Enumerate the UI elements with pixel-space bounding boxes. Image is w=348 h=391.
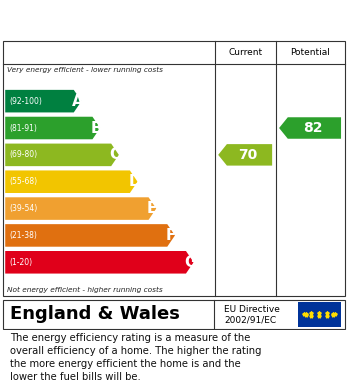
Polygon shape	[218, 144, 272, 166]
Polygon shape	[5, 197, 156, 220]
Bar	[298, 302, 341, 326]
Text: Current: Current	[228, 48, 262, 57]
Text: (39-54): (39-54)	[9, 204, 38, 213]
Text: The energy efficiency rating is a measure of the
overall efficiency of a home. T: The energy efficiency rating is a measur…	[10, 333, 262, 382]
Text: 82: 82	[303, 121, 323, 135]
Text: E: E	[147, 201, 157, 216]
Text: (69-80): (69-80)	[9, 151, 38, 160]
Text: Potential: Potential	[290, 48, 330, 57]
Text: Energy Efficiency Rating: Energy Efficiency Rating	[9, 12, 229, 27]
Text: Very energy efficient - lower running costs: Very energy efficient - lower running co…	[7, 67, 163, 73]
Text: Not energy efficient - higher running costs: Not energy efficient - higher running co…	[7, 287, 163, 293]
Text: F: F	[166, 228, 176, 243]
Text: (55-68): (55-68)	[9, 177, 38, 186]
Text: B: B	[91, 120, 102, 136]
Polygon shape	[5, 170, 137, 193]
Polygon shape	[5, 224, 175, 247]
Polygon shape	[279, 117, 341, 139]
Polygon shape	[5, 143, 119, 166]
Text: D: D	[128, 174, 141, 189]
Text: (1-20): (1-20)	[9, 258, 32, 267]
Text: EU Directive
2002/91/EC: EU Directive 2002/91/EC	[224, 305, 280, 324]
Text: (21-38): (21-38)	[9, 231, 37, 240]
Text: (81-91): (81-91)	[9, 124, 37, 133]
Text: 70: 70	[238, 148, 258, 162]
Text: A: A	[72, 94, 84, 109]
Polygon shape	[5, 251, 193, 274]
Text: England & Wales: England & Wales	[10, 305, 180, 323]
Text: C: C	[109, 147, 120, 162]
Polygon shape	[5, 90, 81, 113]
Polygon shape	[5, 117, 100, 139]
Text: (92-100): (92-100)	[9, 97, 42, 106]
Text: G: G	[184, 255, 197, 270]
